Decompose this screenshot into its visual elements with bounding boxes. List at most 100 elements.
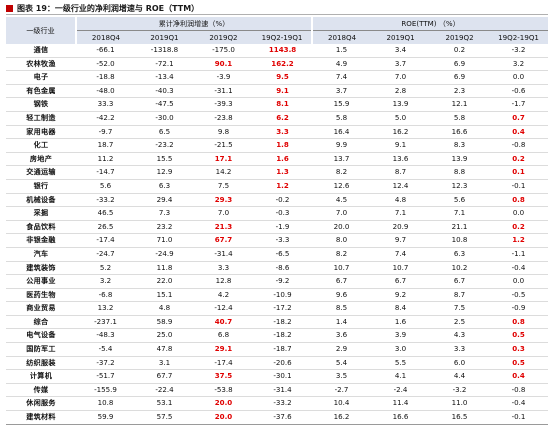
- roe-cell: -0.1: [489, 179, 549, 194]
- roe-cell: 16.2: [371, 125, 431, 140]
- profit-growth-cell: 7.0: [194, 206, 253, 221]
- roe-cell: 6.7: [430, 274, 490, 289]
- roe-cell: 7.4: [312, 70, 372, 85]
- profit-growth-cell: 3.2: [76, 274, 135, 289]
- header-period: 2019Q2: [430, 30, 490, 44]
- roe-cell: 0.5: [489, 356, 549, 371]
- profit-growth-cell: 29.3: [194, 193, 253, 208]
- profit-growth-cell: -51.7: [76, 369, 135, 384]
- roe-cell: -0.1: [489, 410, 549, 425]
- table-row: 轻工制造 -42.2 -30.0 -23.8 6.2 5.8 5.0 5.8 0.7: [6, 111, 549, 126]
- roe-cell: -0.6: [489, 84, 549, 99]
- header-period: 2018Q4: [76, 30, 135, 44]
- profit-growth-cell: -30.1: [253, 369, 313, 384]
- profit-growth-cell: 71.0: [135, 233, 194, 248]
- roe-cell: 12.6: [312, 179, 372, 194]
- profit-growth-cell: -48.0: [76, 84, 135, 99]
- industry-name: 机械设备: [6, 193, 76, 208]
- header-profit-growth: 累计净利润增速（%）: [76, 17, 314, 31]
- caption-marker-icon: [6, 5, 13, 12]
- profit-growth-cell: 25.0: [135, 328, 194, 344]
- profit-growth-cell: -18.7: [253, 342, 313, 357]
- profit-growth-cell: -21.5: [194, 138, 253, 153]
- roe-cell: 8.4: [371, 301, 431, 316]
- table-row: 钢铁 33.3 -47.5 -39.3 8.1 15.9 13.9 12.1 -1.7: [6, 97, 549, 112]
- profit-growth-cell: -1318.8: [135, 44, 194, 58]
- roe-cell: 5.8: [430, 111, 490, 126]
- roe-cell: 7.4: [371, 247, 431, 262]
- profit-growth-cell: -18.8: [76, 70, 135, 85]
- profit-growth-cell: -3.3: [253, 233, 313, 248]
- roe-cell: 4.9: [312, 57, 372, 72]
- profit-growth-cell: 67.7: [135, 369, 194, 384]
- roe-cell: 3.6: [312, 328, 372, 344]
- profit-growth-cell: 14.2: [194, 165, 253, 180]
- roe-cell: 2.8: [371, 84, 431, 99]
- table-row: 银行 5.6 6.3 7.5 1.2 12.6 12.4 12.3 -0.1: [6, 179, 549, 194]
- profit-growth-cell: 15.1: [135, 288, 194, 303]
- roe-cell: 15.9: [312, 97, 372, 112]
- profit-growth-cell: -33.2: [76, 193, 135, 208]
- profit-growth-cell: -10.9: [253, 288, 313, 303]
- profit-growth-cell: 53.1: [135, 396, 194, 412]
- table-row: 综合 -237.1 58.9 40.7 -18.2 1.4 1.6 2.5 0.8: [6, 315, 549, 330]
- industry-name: 汽车: [6, 247, 76, 262]
- profit-growth-cell: -31.4: [194, 247, 253, 262]
- industry-name: 纺织服装: [6, 356, 76, 371]
- roe-cell: 6.7: [312, 274, 372, 289]
- profit-growth-cell: -0.2: [253, 193, 313, 208]
- caption-rule: [6, 14, 548, 15]
- table-row: 食品饮料 26.5 23.2 21.3 -1.9 20.0 20.9 21.1 0.2: [6, 220, 549, 235]
- profit-growth-cell: -72.1: [135, 57, 194, 72]
- profit-growth-cell: 1.8: [253, 138, 313, 153]
- table-row: 计算机 -51.7 67.7 37.5 -30.1 3.5 4.1 4.4 0.4: [6, 369, 549, 384]
- profit-growth-cell: 8.1: [253, 97, 313, 112]
- industry-name: 公用事业: [6, 274, 76, 289]
- roe-cell: 4.4: [430, 369, 490, 384]
- industry-name: 计算机: [6, 369, 76, 384]
- profit-growth-cell: 33.3: [76, 97, 135, 112]
- table-row: 纺织服装 -37.2 3.1 -17.4 -20.6 5.4 5.5 6.0 0.5: [6, 356, 549, 371]
- profit-growth-cell: -9.7: [76, 125, 135, 140]
- roe-cell: 7.0: [312, 206, 372, 221]
- industry-name: 家用电器: [6, 125, 76, 140]
- industry-name: 传媒: [6, 383, 76, 398]
- profit-growth-cell: -9.2: [253, 274, 313, 289]
- profit-growth-cell: -13.4: [135, 70, 194, 85]
- profit-growth-cell: 20.0: [194, 396, 253, 412]
- profit-growth-cell: -237.1: [76, 315, 135, 330]
- roe-cell: 9.9: [312, 138, 372, 153]
- caption-text: 图表 19：一级行业的净利润增速与 ROE（TTM）: [17, 4, 200, 13]
- roe-cell: 1.6: [371, 315, 431, 330]
- roe-cell: 5.8: [312, 111, 372, 126]
- header-row-periods: 2018Q4 2019Q1 2019Q2 19Q2-19Q1 2018Q4 20…: [6, 30, 549, 44]
- roe-cell: 13.9: [371, 97, 431, 112]
- profit-growth-cell: 67.7: [194, 233, 253, 248]
- roe-cell: 16.6: [430, 125, 490, 140]
- roe-cell: 6.9: [430, 70, 490, 85]
- roe-cell: 10.7: [371, 261, 431, 276]
- roe-cell: 20.9: [371, 220, 431, 235]
- profit-growth-cell: 22.0: [135, 274, 194, 289]
- profit-growth-cell: 9.1: [253, 84, 313, 99]
- table-row: 家用电器 -9.7 6.5 9.8 3.3 16.4 16.2 16.6 0.4: [6, 125, 549, 140]
- roe-cell: 8.8: [430, 165, 490, 180]
- profit-growth-cell: -6.8: [76, 288, 135, 303]
- profit-growth-cell: 12.9: [135, 165, 194, 180]
- table-row: 房地产 11.2 15.5 17.1 1.6 13.7 13.6 13.9 0.2: [6, 152, 549, 167]
- table-row: 电子 -18.8 -13.4 -3.9 9.5 7.4 7.0 6.9 0.0: [6, 70, 549, 85]
- roe-cell: 7.1: [371, 206, 431, 221]
- profit-growth-cell: 29.1: [194, 342, 253, 357]
- profit-growth-cell: -24.7: [76, 247, 135, 262]
- profit-growth-cell: 9.5: [253, 70, 313, 85]
- profit-growth-cell: 47.8: [135, 342, 194, 357]
- profit-growth-cell: -1.9: [253, 220, 313, 235]
- roe-cell: 16.2: [312, 410, 372, 425]
- header-period: 2019Q2: [194, 30, 253, 44]
- roe-cell: 11.0: [430, 396, 490, 412]
- table-row: 汽车 -24.7 -24.9 -31.4 -6.5 8.2 7.4 6.3 -1.1: [6, 247, 549, 262]
- profit-growth-cell: 46.5: [76, 206, 135, 221]
- profit-growth-cell: 11.2: [76, 152, 135, 167]
- industry-name: 交通运输: [6, 165, 76, 180]
- profit-growth-cell: 58.9: [135, 315, 194, 330]
